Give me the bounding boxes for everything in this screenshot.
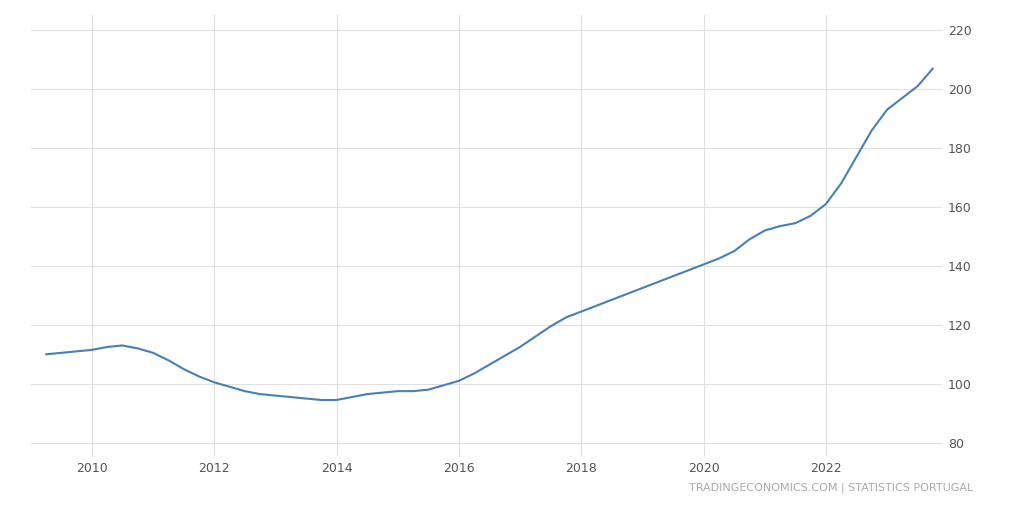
Text: TRADINGECONOMICS.COM | STATISTICS PORTUGAL: TRADINGECONOMICS.COM | STATISTICS PORTUG… [688,483,973,493]
